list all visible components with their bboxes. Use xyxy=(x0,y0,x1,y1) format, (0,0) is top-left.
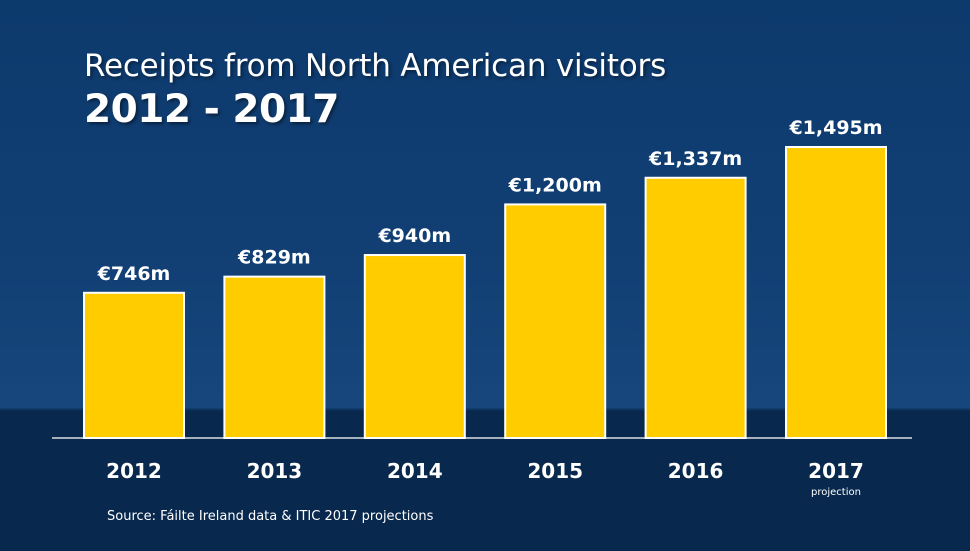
bar-2015 xyxy=(504,203,607,439)
x-tick-label-2015: 2015 xyxy=(527,459,583,483)
bar-value-label-2016: €1,337m xyxy=(648,148,742,170)
x-tick-label-2012: 2012 xyxy=(106,459,162,483)
bar-value-label-2013: €829m xyxy=(237,247,311,269)
bar-2017 xyxy=(785,146,887,439)
bar-value-label-2014: €940m xyxy=(377,225,451,247)
x-tick-label-2013: 2013 xyxy=(247,459,303,483)
chart-subtitle: 2012 - 2017 xyxy=(84,87,339,132)
source-note: Source: Fáilte Ireland data & ITIC 2017 … xyxy=(107,509,434,524)
bar-value-label-2012: €746m xyxy=(97,263,171,285)
x-tick-label-2017: 2017 xyxy=(808,459,864,483)
x-tick-label-2016: 2016 xyxy=(668,459,724,483)
x-tick-label-2014: 2014 xyxy=(387,459,443,483)
bar-value-label-2017: €1,495m xyxy=(788,117,882,139)
x-tick-note-2017: projection xyxy=(811,487,861,498)
bar-value-label-2015: €1,200m xyxy=(508,174,602,196)
bar-2016 xyxy=(644,176,747,439)
bar-2013 xyxy=(223,275,326,439)
bar-2014 xyxy=(363,254,466,439)
chart-title: Receipts from North American visitors xyxy=(84,48,667,84)
bar-2012 xyxy=(83,291,185,439)
